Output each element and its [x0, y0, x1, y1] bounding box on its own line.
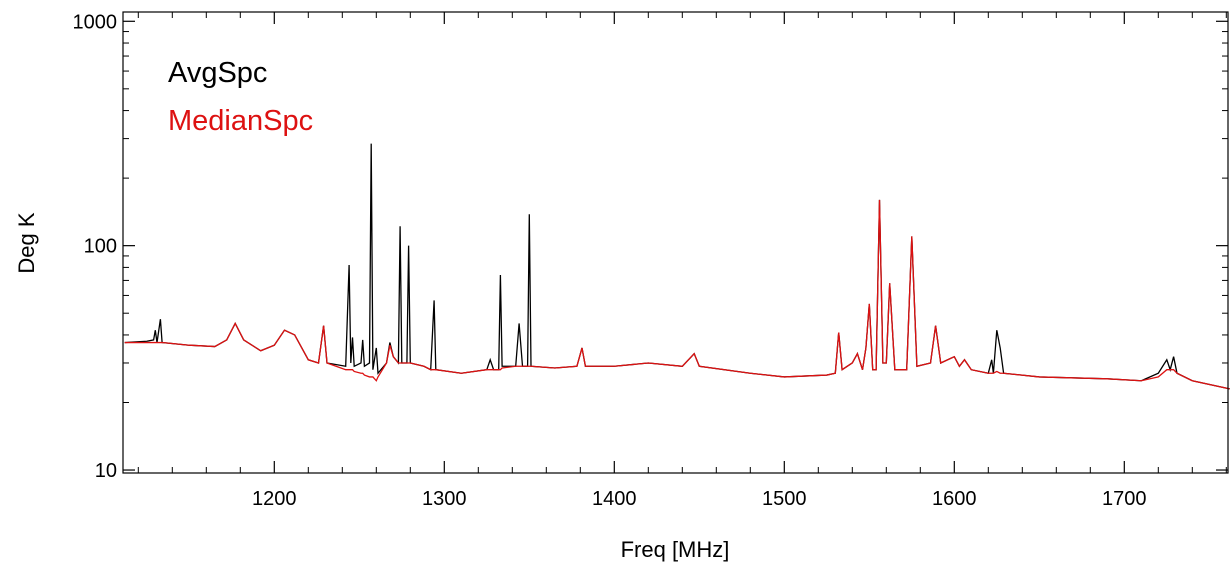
y-tick-label: 10 [95, 460, 117, 482]
x-tick-label: 1400 [592, 488, 637, 510]
x-axis-label: Freq [MHz] [621, 537, 730, 562]
x-tick-label: 1300 [422, 488, 467, 510]
x-tick-label: 1600 [932, 488, 977, 510]
y-tick-label: 100 [84, 236, 117, 258]
x-tick-label: 1500 [762, 488, 807, 510]
legend-entry: AvgSpc [168, 57, 267, 89]
series-line [124, 199, 1230, 390]
y-tick-label: 1000 [73, 11, 118, 33]
series-line [124, 143, 1230, 390]
plot-frame [122, 11, 1229, 474]
x-tick-label: 1700 [1102, 488, 1147, 510]
legend-entry: MedianSpc [168, 105, 313, 137]
y-axis-label: Deg K [14, 212, 39, 273]
x-tick-label: 1200 [252, 488, 297, 510]
